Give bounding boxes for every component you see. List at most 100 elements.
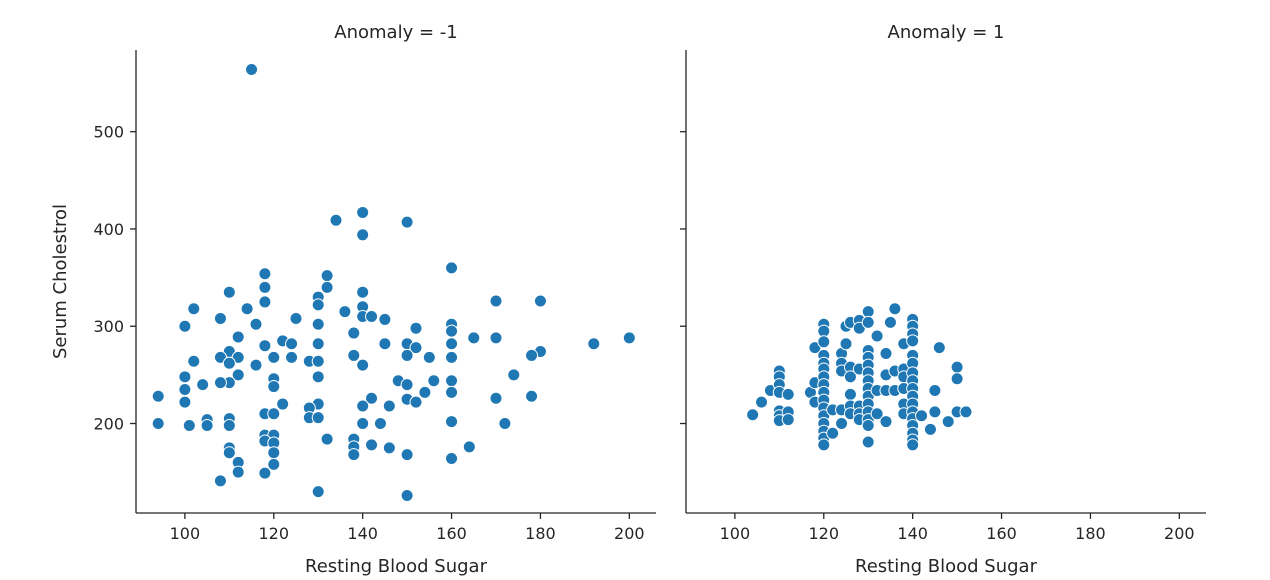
scatter-point xyxy=(467,331,481,345)
scatter-point xyxy=(258,267,272,281)
scatter-point xyxy=(950,372,964,386)
x-tick-label: 200 xyxy=(1164,524,1195,543)
scatter-point xyxy=(445,415,459,429)
scatter-point xyxy=(329,213,343,227)
scatter-point xyxy=(382,399,396,413)
scatter-point xyxy=(213,311,227,325)
scatter-point xyxy=(178,319,192,333)
scatter-point xyxy=(400,215,414,229)
scatter-point xyxy=(498,417,512,431)
y-axis-label: Serum Cholestrol xyxy=(50,204,71,359)
y-tick-label: 200 xyxy=(93,415,124,434)
scatter-point xyxy=(222,356,236,370)
scatter-point xyxy=(178,395,192,409)
scatter-point xyxy=(356,358,370,372)
scatter-point xyxy=(906,438,920,452)
scatter-point xyxy=(445,385,459,399)
x-tick-label: 160 xyxy=(436,524,467,543)
scatter-point xyxy=(356,228,370,242)
scatter-point xyxy=(445,452,459,466)
scatter-point xyxy=(200,418,214,432)
scatter-point xyxy=(489,294,503,308)
scatter-point xyxy=(400,348,414,362)
scatter-point xyxy=(222,285,236,299)
scatter-point xyxy=(213,474,227,488)
x-axis-label: Resting Blood Sugar xyxy=(855,556,1038,577)
scatter-point xyxy=(258,295,272,309)
scatter-point xyxy=(187,354,201,368)
scatter-point xyxy=(427,374,441,388)
scatter-point xyxy=(445,261,459,275)
scatter-point xyxy=(356,417,370,431)
x-tick-label: 140 xyxy=(347,524,378,543)
scatter-point xyxy=(839,337,853,351)
scatter-point xyxy=(941,415,955,429)
scatter-point xyxy=(587,337,601,351)
scatter-point xyxy=(808,341,822,355)
scatter-point xyxy=(356,285,370,299)
scatter-point xyxy=(320,432,334,446)
scatter-point xyxy=(249,358,263,372)
scatter-point xyxy=(151,389,165,403)
scatter-point xyxy=(409,395,423,409)
scatter-point xyxy=(240,302,254,316)
scatter-point xyxy=(311,317,325,331)
y-tick-label: 500 xyxy=(93,123,124,142)
scatter-point xyxy=(755,395,769,409)
scatter-point xyxy=(231,465,245,479)
scatter-point xyxy=(267,457,281,471)
scatter-point xyxy=(320,280,334,294)
scatter-point xyxy=(245,62,259,76)
scatter-point xyxy=(861,315,875,329)
scatter-point xyxy=(817,438,831,452)
scatter-point xyxy=(932,341,946,355)
scatter-point xyxy=(267,407,281,421)
scatter-point xyxy=(843,387,857,401)
scatter-point xyxy=(365,310,379,324)
scatter-point xyxy=(267,380,281,394)
scatter-point xyxy=(861,418,875,432)
scatter-point xyxy=(870,407,884,421)
scatter-point xyxy=(861,435,875,449)
scatter-point xyxy=(906,334,920,348)
scatter-point xyxy=(507,368,521,382)
scatter-point xyxy=(950,360,964,374)
scatter-point xyxy=(445,350,459,364)
scatter-point xyxy=(525,348,539,362)
scatter-point xyxy=(311,411,325,425)
scatter-point xyxy=(365,391,379,405)
scatter-point xyxy=(817,335,831,349)
scatter-point xyxy=(746,408,760,422)
scatter-point xyxy=(400,378,414,392)
scatter-point xyxy=(852,321,866,335)
scatter-point xyxy=(928,405,942,419)
scatter-point xyxy=(213,350,227,364)
scatter-point xyxy=(409,341,423,355)
scatter-point xyxy=(879,415,893,429)
scatter-point xyxy=(267,446,281,460)
scatter-point xyxy=(378,312,392,326)
x-tick-label: 120 xyxy=(259,524,290,543)
scatter-point xyxy=(311,370,325,384)
scatter-point xyxy=(382,441,396,455)
scatter-point xyxy=(178,370,192,384)
scatter-point xyxy=(533,294,547,308)
scatter-point xyxy=(489,391,503,405)
scatter-point xyxy=(915,409,929,423)
scatter-point xyxy=(258,466,272,480)
scatter-point xyxy=(285,350,299,364)
scatter-point xyxy=(182,418,196,432)
scatter-point xyxy=(888,302,902,316)
panel-anomaly-1: Anomaly = 1 100 120 140 160 180 200 Resting Blo… xyxy=(680,22,1206,577)
scatter-point xyxy=(781,387,795,401)
scatter-point xyxy=(347,326,361,340)
scatter-point xyxy=(826,426,840,440)
scatter-point xyxy=(249,317,263,331)
scatter-point xyxy=(418,385,432,399)
scatter-point xyxy=(883,315,897,329)
scatter-point xyxy=(338,305,352,319)
scatter-point xyxy=(365,438,379,452)
scatter-point xyxy=(231,350,245,364)
scatter-point xyxy=(445,337,459,351)
